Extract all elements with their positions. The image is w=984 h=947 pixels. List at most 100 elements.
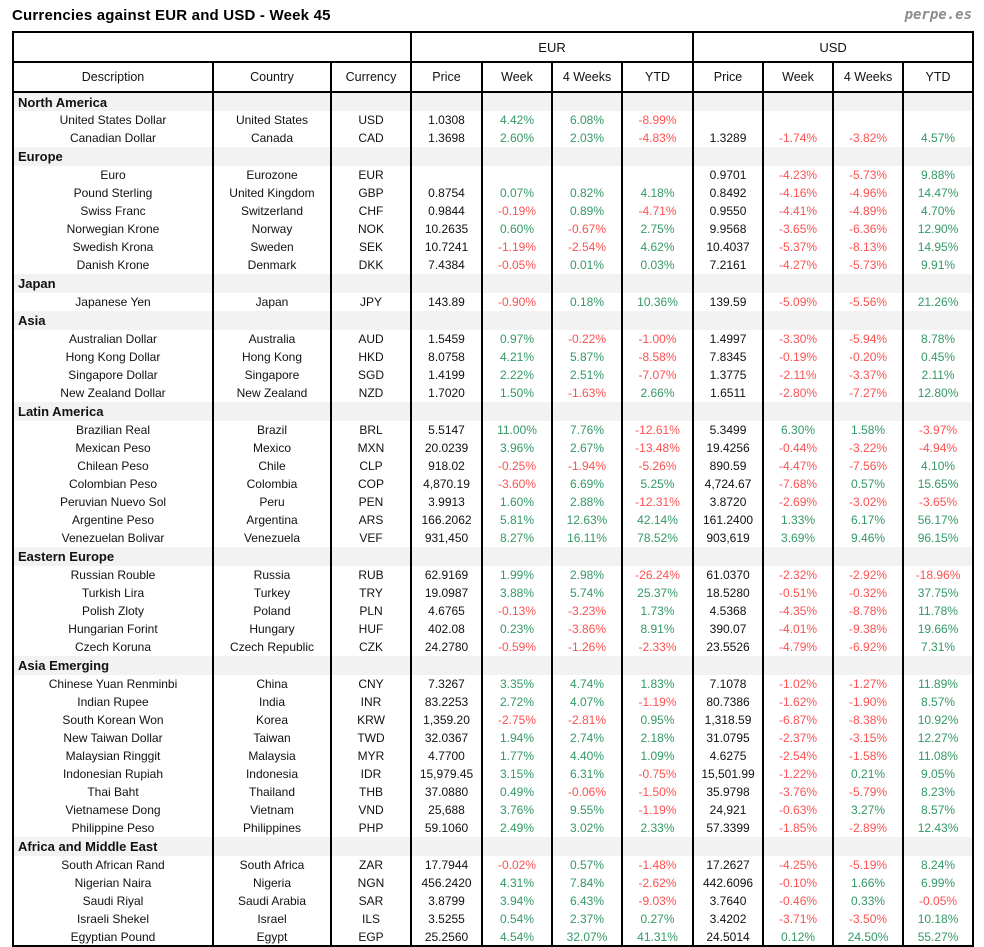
eur-week-cell: 0.49% [481,783,554,801]
section-header-cell [692,656,765,675]
eur-price-cell: 25.2560 [410,928,484,946]
usd-4weeks-cell: -4.89% [832,202,905,220]
usd-price-cell: 7.1078 [692,675,765,693]
eur-week-cell: 1.94% [481,729,554,747]
section-header-cell [551,656,624,675]
section-row: Japan [12,274,975,293]
eur-price-cell: 4.7700 [410,747,484,765]
eur-price-cell: 3.8799 [410,892,484,910]
currency-row: Hungarian Forint Hungary HUF 402.08 0.23% -3.… [12,620,975,638]
eur-4weeks-cell: 0.89% [551,202,624,220]
section-name: Asia Emerging [12,656,214,675]
eur-4weeks-cell: 0.18% [551,293,624,311]
section-header-cell [481,147,554,166]
currency-code-cell: CAD [329,129,413,147]
country-cell: Poland [212,602,332,620]
description-cell: South Korean Won [12,711,214,729]
currency-row: South Korean Won Korea KRW 1,359.20 -2.75% -2… [12,711,975,729]
currency-row: United States Dollar United States USD 1.03… [12,111,975,129]
section-header-cell [762,656,835,675]
usd-week-cell: -5.37% [762,238,835,256]
eur-4weeks-cell: -1.26% [551,638,624,656]
country-cell: Korea [212,711,332,729]
description-cell: Venezuelan Bolivar [12,529,214,547]
usd-ytd-cell: 4.57% [902,129,975,147]
description-cell: Peruvian Nuevo Sol [12,493,214,511]
currency-code-cell: EGP [329,928,413,946]
eur-week-cell: 11.00% [481,421,554,439]
usd-4weeks-cell: -3.02% [832,493,905,511]
description-cell: Mexican Peso [12,439,214,457]
section-header-cell [212,547,332,566]
usd-ytd-cell: 11.78% [902,602,975,620]
currency-row: Czech Koruna Czech Republic CZK 24.2780 -0.5… [12,638,975,656]
usd-4weeks-cell: -5.19% [832,856,905,874]
section-header-cell [212,147,332,166]
eur-4weeks-cell: 7.76% [551,421,624,439]
currency-row: New Zealand Dollar New Zealand NZD 1.7020 1.… [12,384,975,402]
eur-price-cell: 3.9913 [410,493,484,511]
description-cell: Turkish Lira [12,584,214,602]
usd-week-cell: -0.51% [762,584,835,602]
usd-ytd-cell: -4.94% [902,439,975,457]
eur-price-cell: 918.02 [410,457,484,475]
usd-ytd-cell: 11.89% [902,675,975,693]
usd-price-cell: 4.5368 [692,602,765,620]
country-cell: Philippines [212,819,332,837]
currency-row: Euro Eurozone EUR 0.9701 -4.23% -5.73% 9.88% [12,166,975,184]
currency-row: Canadian Dollar Canada CAD 1.3698 2.60% 2.03%… [12,129,975,147]
eur-4weeks-cell: 6.31% [551,765,624,783]
currency-code-cell: SGD [329,366,413,384]
eur-4weeks-cell: -0.22% [551,330,624,348]
usd-price-cell: 7.8345 [692,348,765,366]
usd-ytd-cell: 9.91% [902,256,975,274]
usd-4weeks-cell: -5.73% [832,166,905,184]
currency-code-cell: CZK [329,638,413,656]
section-header-cell [762,547,835,566]
usd-ytd-cell: 15.65% [902,475,975,493]
currency-code-cell: PHP [329,819,413,837]
eur-4weeks-cell: -0.67% [551,220,624,238]
eur-week-cell: -1.19% [481,238,554,256]
usd-ytd-cell: -3.65% [902,493,975,511]
eur-4weeks-cell: -1.94% [551,457,624,475]
eur-ytd-cell: -5.26% [621,457,695,475]
section-header-cell [902,402,975,421]
description-cell: Vietnamese Dong [12,801,214,819]
usd-week-cell: -7.68% [762,475,835,493]
section-name: Africa and Middle East [12,837,214,856]
section-header-cell [692,311,765,330]
usd-price-cell: 1.4997 [692,330,765,348]
eur-price-cell: 4,870.19 [410,475,484,493]
usd-price-cell: 9.9568 [692,220,765,238]
eur-4weeks-cell: -2.54% [551,238,624,256]
eur-week-cell: -0.25% [481,457,554,475]
usd-4weeks-cell: -7.27% [832,384,905,402]
usd-ytd-cell: 8.57% [902,693,975,711]
section-header-cell [410,656,484,675]
country-cell: Czech Republic [212,638,332,656]
currency-code-cell: SAR [329,892,413,910]
eur-price-cell: 83.2253 [410,693,484,711]
description-cell: Canadian Dollar [12,129,214,147]
eur-price-cell: 17.7944 [410,856,484,874]
section-header-cell [762,92,835,111]
usd-price-cell: 4.6275 [692,747,765,765]
description-cell: Australian Dollar [12,330,214,348]
eur-ytd-cell: 2.18% [621,729,695,747]
eur-4weeks-cell: 0.82% [551,184,624,202]
section-header-cell [692,402,765,421]
section-header-cell [832,92,905,111]
currency-row: Malaysian Ringgit Malaysia MYR 4.7700 1.77% 4… [12,747,975,765]
usd-price-cell: 442.6096 [692,874,765,892]
eur-ytd-cell: 1.73% [621,602,695,620]
usd-price-cell: 17.2627 [692,856,765,874]
section-header-cell [212,837,332,856]
eur-4weeks-cell: -2.81% [551,711,624,729]
usd-week-cell: 1.33% [762,511,835,529]
section-header-cell [832,547,905,566]
currency-code-cell: HUF [329,620,413,638]
usd-4weeks-cell [832,111,905,129]
usd-week-cell: -5.09% [762,293,835,311]
eur-4weeks-cell: 5.74% [551,584,624,602]
